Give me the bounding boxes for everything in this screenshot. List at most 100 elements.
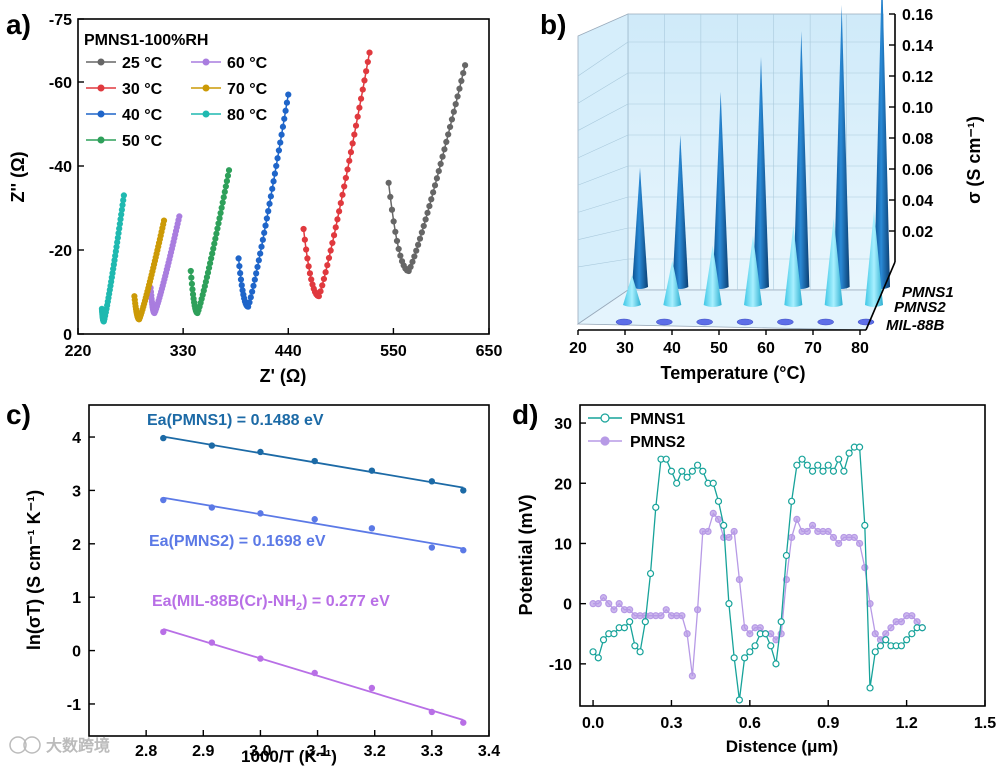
c-xtick-label-6: 3.4 <box>478 743 500 760</box>
a-series-2-point <box>247 294 254 301</box>
panel-a-title: PMNS1-100%RH <box>84 32 208 49</box>
a-series-0-point <box>460 69 467 77</box>
a-series-1-point <box>364 58 371 66</box>
a-series-1-point <box>306 270 314 277</box>
d-point-0-37 <box>782 551 791 560</box>
panel-b-series-label-1: PMNS1 <box>902 284 954 301</box>
d-point-0-6 <box>620 624 629 632</box>
d-point-0-16 <box>673 479 681 487</box>
b-ztick-label-7: 0.16 <box>902 7 933 24</box>
d-point-0-38 <box>788 497 796 505</box>
c-point-1-4 <box>368 525 376 532</box>
panel-a-xlabel: Z' (Ω) <box>260 366 307 386</box>
a-series-0-point <box>450 108 457 115</box>
a-series-2-point <box>236 263 243 270</box>
d-point-1-20 <box>693 606 702 614</box>
panel-b-xticks: 20 30 40 50 60 70 80 <box>569 330 869 357</box>
d-point-0-21 <box>699 467 707 475</box>
a-ytick-label-1: -20 <box>49 243 72 260</box>
a-series-3-point <box>221 188 228 195</box>
d-point-1-41 <box>803 527 811 536</box>
d-legend-label-1: PMNS2 <box>630 434 685 451</box>
d-point-0-47 <box>835 455 843 463</box>
a-series-2-point <box>259 236 266 243</box>
a-series-2-point <box>266 200 273 207</box>
a-legend-marker-1 <box>97 84 105 92</box>
b-cone-1-1 <box>663 260 682 307</box>
a-series-0-point <box>443 138 450 145</box>
a-series-1-point <box>356 104 363 111</box>
b-cone-0-6 <box>874 0 890 289</box>
a-series-3-point <box>219 199 226 206</box>
d-xtick-label-3: 0.9 <box>817 715 839 732</box>
a-series-0-point <box>387 193 394 200</box>
c-xtick-label-4: 3.2 <box>364 743 386 760</box>
panel-a-series <box>98 49 469 325</box>
a-series-1-point <box>363 68 370 75</box>
a-series-1-point <box>347 149 355 156</box>
a-series-0-point <box>411 253 418 260</box>
c-point-1-6 <box>460 547 467 554</box>
c-ytick-label-5: 4 <box>72 430 81 447</box>
c-ytick-label-4: 3 <box>72 483 81 500</box>
b-xtick-label-3: 50 <box>710 340 728 357</box>
b-disc-2 <box>696 318 713 326</box>
d-point-1-46 <box>829 533 838 542</box>
b-xtick-label-0: 20 <box>569 340 587 357</box>
a-series-0-point <box>428 196 435 203</box>
a-series-2-point <box>285 91 292 98</box>
watermark-logo-icon <box>9 736 27 754</box>
d-point-0-19 <box>688 467 696 475</box>
panel-label-c: c) <box>6 399 31 430</box>
a-series-0-point <box>422 216 429 223</box>
a-series-1-point <box>359 86 366 93</box>
b-gridline-z-left <box>577 41 629 77</box>
panel-c-ylabel: ln(σT) (S cm⁻¹ K⁻¹) <box>24 490 44 650</box>
c-xtick-label-2: 3.0 <box>249 743 271 760</box>
a-series-2-point <box>274 155 281 162</box>
a-series-1-point <box>354 113 361 120</box>
a-series-1-point <box>301 236 308 243</box>
d-legend-marker-1 <box>600 436 610 446</box>
a-series-2-point <box>261 229 268 236</box>
b-xtick-label-2: 40 <box>663 340 681 357</box>
d-point-1-26 <box>725 533 733 542</box>
panel-d-ylabel: Potential (mV) <box>516 494 536 615</box>
a-series-0-point <box>446 123 454 131</box>
a-series-0-point <box>456 85 463 92</box>
a-series-2-point <box>278 131 285 138</box>
d-point-1-23 <box>709 509 717 517</box>
c-point-0-4 <box>368 467 376 474</box>
a-series-1-point <box>357 95 365 102</box>
d-point-0-23 <box>709 479 717 487</box>
a-series-2-point <box>271 170 278 177</box>
a-series-0-point <box>431 182 439 189</box>
a-series-0-point <box>392 228 399 235</box>
d-point-1-39 <box>793 515 801 523</box>
panel-label-d: d) <box>512 399 538 430</box>
a-series-2-point <box>238 282 245 289</box>
d-point-1-57 <box>887 624 895 632</box>
a-ytick-label-0: 0 <box>63 327 72 344</box>
a-series-0-point <box>435 168 442 175</box>
b-ztick-label-2: 0.06 <box>902 162 933 179</box>
a-legend-marker-6 <box>202 110 210 118</box>
a-series-2-point <box>265 208 272 215</box>
a-series-3-point <box>220 194 227 201</box>
watermark: 大数跨境 <box>9 736 110 755</box>
a-series-3-point <box>216 215 223 222</box>
panel-a-ylabel: Z'' (Ω) <box>8 152 28 203</box>
a-series-1-point <box>351 131 358 138</box>
c-xtick-label-3: 3.1 <box>306 743 328 760</box>
a-series-1-point <box>304 255 311 262</box>
d-point-1-2 <box>599 594 608 602</box>
b-gridline-z-left <box>577 134 629 159</box>
a-series-0-point <box>395 245 402 253</box>
b-cone-1-2 <box>703 245 722 307</box>
a-legend-label-0: 25 °C <box>122 55 163 72</box>
a-series-2-point <box>283 99 291 106</box>
panel-d-frame <box>579 404 986 707</box>
b-cone-1-4 <box>784 225 803 307</box>
d-point-0-61 <box>908 630 916 638</box>
